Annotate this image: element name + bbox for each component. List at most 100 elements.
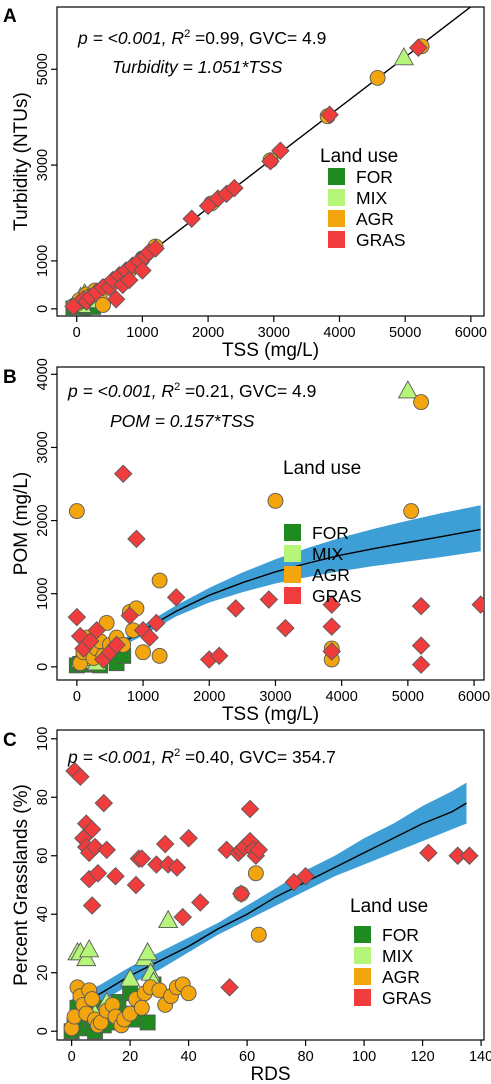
point-agr [98, 615, 115, 631]
stats-text: p = <0.001, R2 =0.40, GVC= 354.7 [67, 747, 336, 767]
point-gras [67, 607, 87, 627]
point-gras [191, 893, 210, 912]
y-tick-label: 0 [35, 663, 51, 671]
legend-label-gras: GRAS [312, 586, 362, 606]
point-gras [322, 617, 341, 636]
legend-label-for: FOR [356, 167, 393, 187]
point-gras [225, 178, 244, 198]
point-gras [71, 767, 90, 787]
x-tick-label: 80 [298, 1049, 314, 1065]
point-mix [397, 380, 419, 399]
point-gras [209, 646, 229, 666]
stats-rest: =0.99, GVC= 4.9 [190, 28, 326, 48]
panel-letter: A [3, 6, 17, 27]
point-agr [135, 644, 152, 661]
stats-rest: =0.21, GVC= 4.9 [180, 381, 316, 401]
point-gras [173, 907, 193, 927]
point-mix [79, 939, 100, 958]
x-tick-label: 40 [181, 1049, 197, 1065]
legend-swatch-for [354, 926, 371, 943]
equation-text: POM = 0.157*TSS [110, 411, 255, 431]
point-gras [126, 875, 146, 895]
legend-swatch-agr [354, 968, 371, 985]
x-tick-label: 20 [122, 1049, 138, 1065]
legend-label-agr: AGR [356, 209, 394, 229]
y-tick-label: 80 [35, 789, 51, 805]
y-axis-label: POM (mg/L) [11, 472, 32, 575]
x-tick-label: 5000 [389, 325, 421, 341]
stats-r2-sup: 2 [174, 381, 180, 393]
x-tick-label: 0 [73, 325, 81, 341]
point-gras [322, 642, 341, 661]
legend-title: Land use [350, 896, 428, 917]
legend-label-mix: MIX [382, 946, 413, 966]
plot-frame [56, 366, 485, 681]
point-gras [460, 846, 479, 866]
legend-swatch-for [328, 168, 345, 185]
y-axis-label: Turbidity (NTUs) [11, 92, 32, 231]
y-tick-label: 5000 [35, 53, 51, 85]
legend-swatch-gras [284, 587, 301, 604]
point-gras [155, 834, 175, 854]
point-gras [82, 896, 102, 915]
legend-swatch-mix [284, 545, 301, 562]
y-tick-label: 3000 [35, 149, 51, 181]
y-tick-label: 0 [35, 1027, 51, 1035]
x-axis-label: RDS [250, 1064, 290, 1084]
point-gras [226, 599, 246, 618]
point-gras [167, 858, 187, 877]
x-tick-label: 140 [469, 1049, 491, 1065]
legend-swatch-mix [328, 189, 345, 206]
point-agr [84, 991, 101, 1008]
point-gras [94, 793, 114, 813]
x-tick-label: 60 [239, 1049, 255, 1065]
point-agr [133, 999, 150, 1016]
point-gras [120, 270, 139, 290]
x-tick-label: 0 [68, 1049, 76, 1065]
x-tick-label: 3000 [258, 325, 290, 341]
y-tick-label: 40 [35, 906, 51, 922]
x-tick-label: 6000 [455, 325, 487, 341]
point-gras [106, 866, 125, 886]
stats-r2-sup: 2 [174, 747, 180, 759]
panel-b: B 0 1000 2000 3000 4000 5000 6000 0 1000 2000 3000 4… [3, 358, 490, 725]
legend-label-agr: AGR [382, 967, 420, 987]
point-gras [249, 840, 269, 860]
point-gras [120, 606, 140, 625]
point-gras [322, 595, 341, 614]
point-gras [411, 636, 431, 655]
point-agr [250, 926, 267, 943]
y-tick-label: 100 [35, 727, 51, 751]
point-gras [147, 613, 166, 633]
point-agr [151, 647, 168, 664]
point-for [139, 1014, 156, 1031]
point-gras [146, 239, 165, 258]
plot-frame [56, 6, 485, 317]
x-axis-label: TSS (mg/L) [222, 704, 319, 725]
point-mix [119, 968, 141, 987]
x-tick-label: 4000 [326, 689, 358, 705]
x-axis-label: TSS (mg/L) [222, 340, 319, 361]
y-tick-label: 4000 [35, 358, 51, 390]
x-tick-label: 3000 [259, 689, 291, 705]
point-agr [413, 394, 430, 411]
point-gras [240, 799, 260, 819]
point-gras [107, 635, 126, 655]
stats-p: p = <0.001, [67, 381, 161, 401]
panel-letter: C [3, 730, 17, 751]
point-agr [68, 503, 85, 520]
y-tick-label: 0 [35, 305, 51, 313]
point-gras [88, 864, 108, 883]
y-tick-label: 1000 [35, 245, 51, 277]
confidence-band [76, 505, 481, 667]
legend-swatch-agr [284, 566, 301, 583]
point-agr [267, 492, 284, 509]
point-gras [419, 843, 438, 863]
point-agr [247, 865, 264, 882]
point-mix [157, 909, 179, 929]
stats-p: p = <0.001, [77, 28, 171, 48]
x-tick-label: 5000 [392, 689, 424, 705]
y-tick-label: 60 [35, 848, 51, 864]
